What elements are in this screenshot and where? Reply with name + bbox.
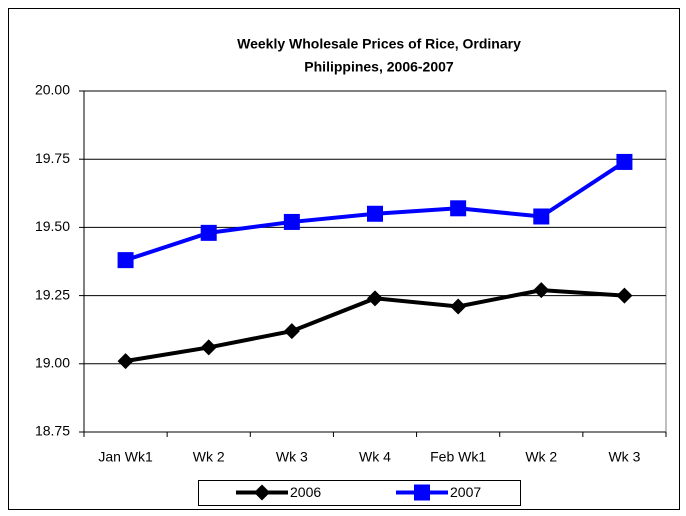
data-point [533,282,550,299]
x-tick-label: Wk 2 [525,449,557,465]
x-tick-label: Wk 3 [608,449,640,465]
data-point [533,208,550,225]
data-point [367,290,383,307]
legend-label: 2007 [450,484,481,500]
chart-title: Weekly Wholesale Prices of Rice, Ordinar… [237,36,521,52]
y-tick-label: 19.75 [35,150,70,166]
data-point [616,153,633,170]
y-tick-label: 19.25 [35,286,70,302]
x-tick-label: Feb Wk1 [430,449,486,465]
data-point [117,353,134,370]
plot-area [83,90,667,433]
x-tick-label: Wk 2 [193,449,225,465]
legend-marker [414,484,430,501]
y-tick-label: 20.00 [35,82,70,98]
data-point [450,298,467,315]
x-tick-label: Wk 3 [276,449,308,465]
data-point [117,252,134,269]
data-point [450,200,467,217]
legend-marker [254,484,270,501]
data-point [283,213,300,230]
x-tick-label: Jan Wk1 [98,449,153,465]
data-point [283,323,300,340]
legend-label: 2006 [290,484,321,500]
data-point [616,287,633,304]
data-point [200,224,217,241]
data-point [367,205,383,222]
y-tick-label: 18.75 [35,423,70,439]
chart-subtitle: Philippines, 2006-2007 [304,59,454,75]
data-point [200,339,217,356]
x-tick-label: Wk 4 [359,449,391,465]
y-tick-label: 19.00 [35,355,70,371]
y-tick-label: 19.50 [35,218,70,234]
